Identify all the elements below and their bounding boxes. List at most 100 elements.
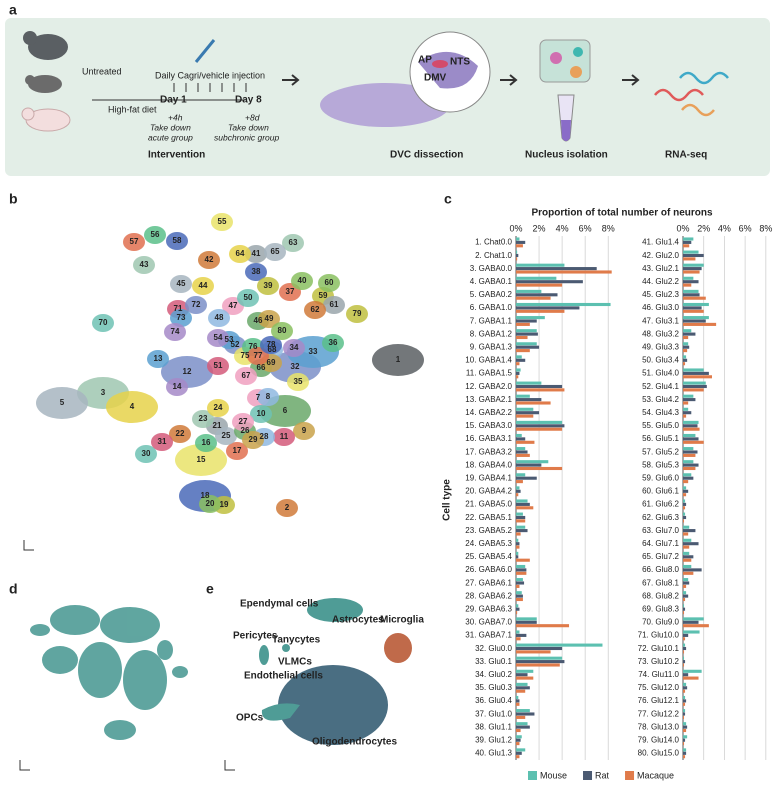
x-tick-label: 2%: [533, 223, 546, 233]
bar: [683, 735, 688, 739]
cluster-label: 50: [244, 293, 253, 302]
bar: [516, 384, 563, 389]
bar: [683, 751, 687, 755]
bar: [683, 244, 690, 248]
bar: [683, 345, 690, 349]
cluster-blob: [185, 296, 207, 314]
cluster-label: 66: [257, 363, 266, 372]
cluster-label: 38: [252, 267, 261, 276]
cluster-label: 59: [319, 291, 328, 300]
bar: [516, 244, 523, 248]
bar: [516, 751, 522, 755]
bar: [683, 725, 688, 729]
cluster-label: 29: [249, 435, 258, 444]
cluster-blob: [283, 339, 305, 357]
cell-type-label: Endothelial cells: [244, 671, 323, 682]
category-label: 71. Glu10.0: [638, 631, 680, 640]
cluster-blob: [211, 213, 233, 231]
cluster-label: 74: [171, 327, 180, 336]
bar: [683, 394, 694, 398]
bar: [683, 342, 689, 346]
category-label: 77. Glu12.2: [638, 709, 680, 718]
bar: [516, 332, 538, 336]
bar: [516, 427, 563, 431]
bar: [516, 682, 528, 686]
bar: [683, 371, 709, 375]
bar: [683, 669, 702, 673]
x-tick-label: 2%: [697, 223, 710, 233]
category-label: 48. Glu3.2: [642, 329, 679, 338]
bar: [516, 489, 521, 493]
bar: [683, 650, 685, 654]
x-tick-label: 8%: [759, 223, 772, 233]
bar: [516, 473, 526, 477]
category-label: 45. Glu2.3: [642, 290, 679, 299]
category-label: 15. GABA3.0: [465, 421, 512, 430]
category-label: 26. GABA6.0: [465, 565, 512, 574]
bar: [683, 545, 690, 549]
bar: [516, 620, 537, 624]
bar: [516, 306, 580, 310]
cluster-blob: [106, 391, 158, 423]
category-label: 35. Glu0.3: [475, 683, 512, 692]
dissection: DVC dissection: [390, 150, 463, 161]
bar: [683, 358, 688, 362]
bar: [683, 682, 687, 686]
cluster-label: 72: [192, 300, 201, 309]
injection: Daily Cagri/vehicle injection: [155, 70, 265, 80]
category-label: 10. GABA1.4: [465, 356, 512, 365]
diet: High-fat diet: [108, 104, 157, 114]
bar: [683, 663, 685, 667]
cluster-blob: [346, 305, 368, 323]
bar: [516, 463, 542, 467]
legend-label: Macaque: [637, 770, 674, 780]
cluster-label: 42: [205, 255, 214, 264]
arrow: [500, 74, 518, 86]
bar: [516, 725, 530, 729]
category-label: 23. GABA5.2: [465, 526, 512, 535]
panel-label: e: [206, 581, 214, 597]
axis-corner: [224, 760, 235, 771]
bar: [516, 480, 523, 484]
cluster-blob: [169, 425, 191, 443]
category-label: 76. Glu12.1: [638, 696, 680, 705]
cluster-label: 54: [214, 333, 223, 342]
bar: [516, 342, 537, 346]
bar: [683, 414, 687, 418]
cluster-blob: [322, 334, 344, 352]
cluster-blob: [123, 233, 145, 251]
bar: [683, 401, 689, 405]
bar: [683, 506, 686, 510]
category-label: 4. GABA0.1: [470, 277, 513, 286]
cluster-label: 57: [130, 237, 139, 246]
category-label: 14. GABA2.2: [465, 408, 512, 417]
bar: [683, 594, 689, 598]
bar: [683, 646, 687, 651]
cluster-label: 55: [218, 217, 227, 226]
sub-take: Take down: [228, 122, 269, 132]
category-label: 47. Glu3.1: [642, 316, 679, 325]
category-label: 74. Glu11.0: [638, 670, 679, 679]
category-label: 53. Glu4.2: [642, 395, 679, 404]
cluster-label: 14: [173, 382, 182, 391]
cluster-label: 49: [265, 314, 274, 323]
cluster-label: 2: [285, 503, 290, 512]
panel-label: b: [9, 191, 18, 207]
bar: [516, 493, 519, 497]
cluster-blob: [318, 274, 340, 292]
category-label: 6. GABA1.0: [470, 303, 513, 312]
cluster-blob: [232, 413, 254, 431]
cluster-blob: [276, 499, 298, 517]
cluster-label: 12: [183, 367, 192, 376]
cluster-label: 68: [268, 345, 277, 354]
cluster-label: 21: [213, 421, 222, 430]
bar: [516, 650, 551, 654]
category-label: 72. Glu10.1: [638, 644, 680, 653]
cluster-blob: [144, 226, 166, 244]
cluster-label: 33: [309, 347, 318, 356]
animals: [21, 31, 71, 132]
category-label: 52. Glu4.1: [642, 382, 679, 391]
bar: [683, 673, 689, 677]
category-label: 31. GABA7.1: [465, 631, 512, 640]
